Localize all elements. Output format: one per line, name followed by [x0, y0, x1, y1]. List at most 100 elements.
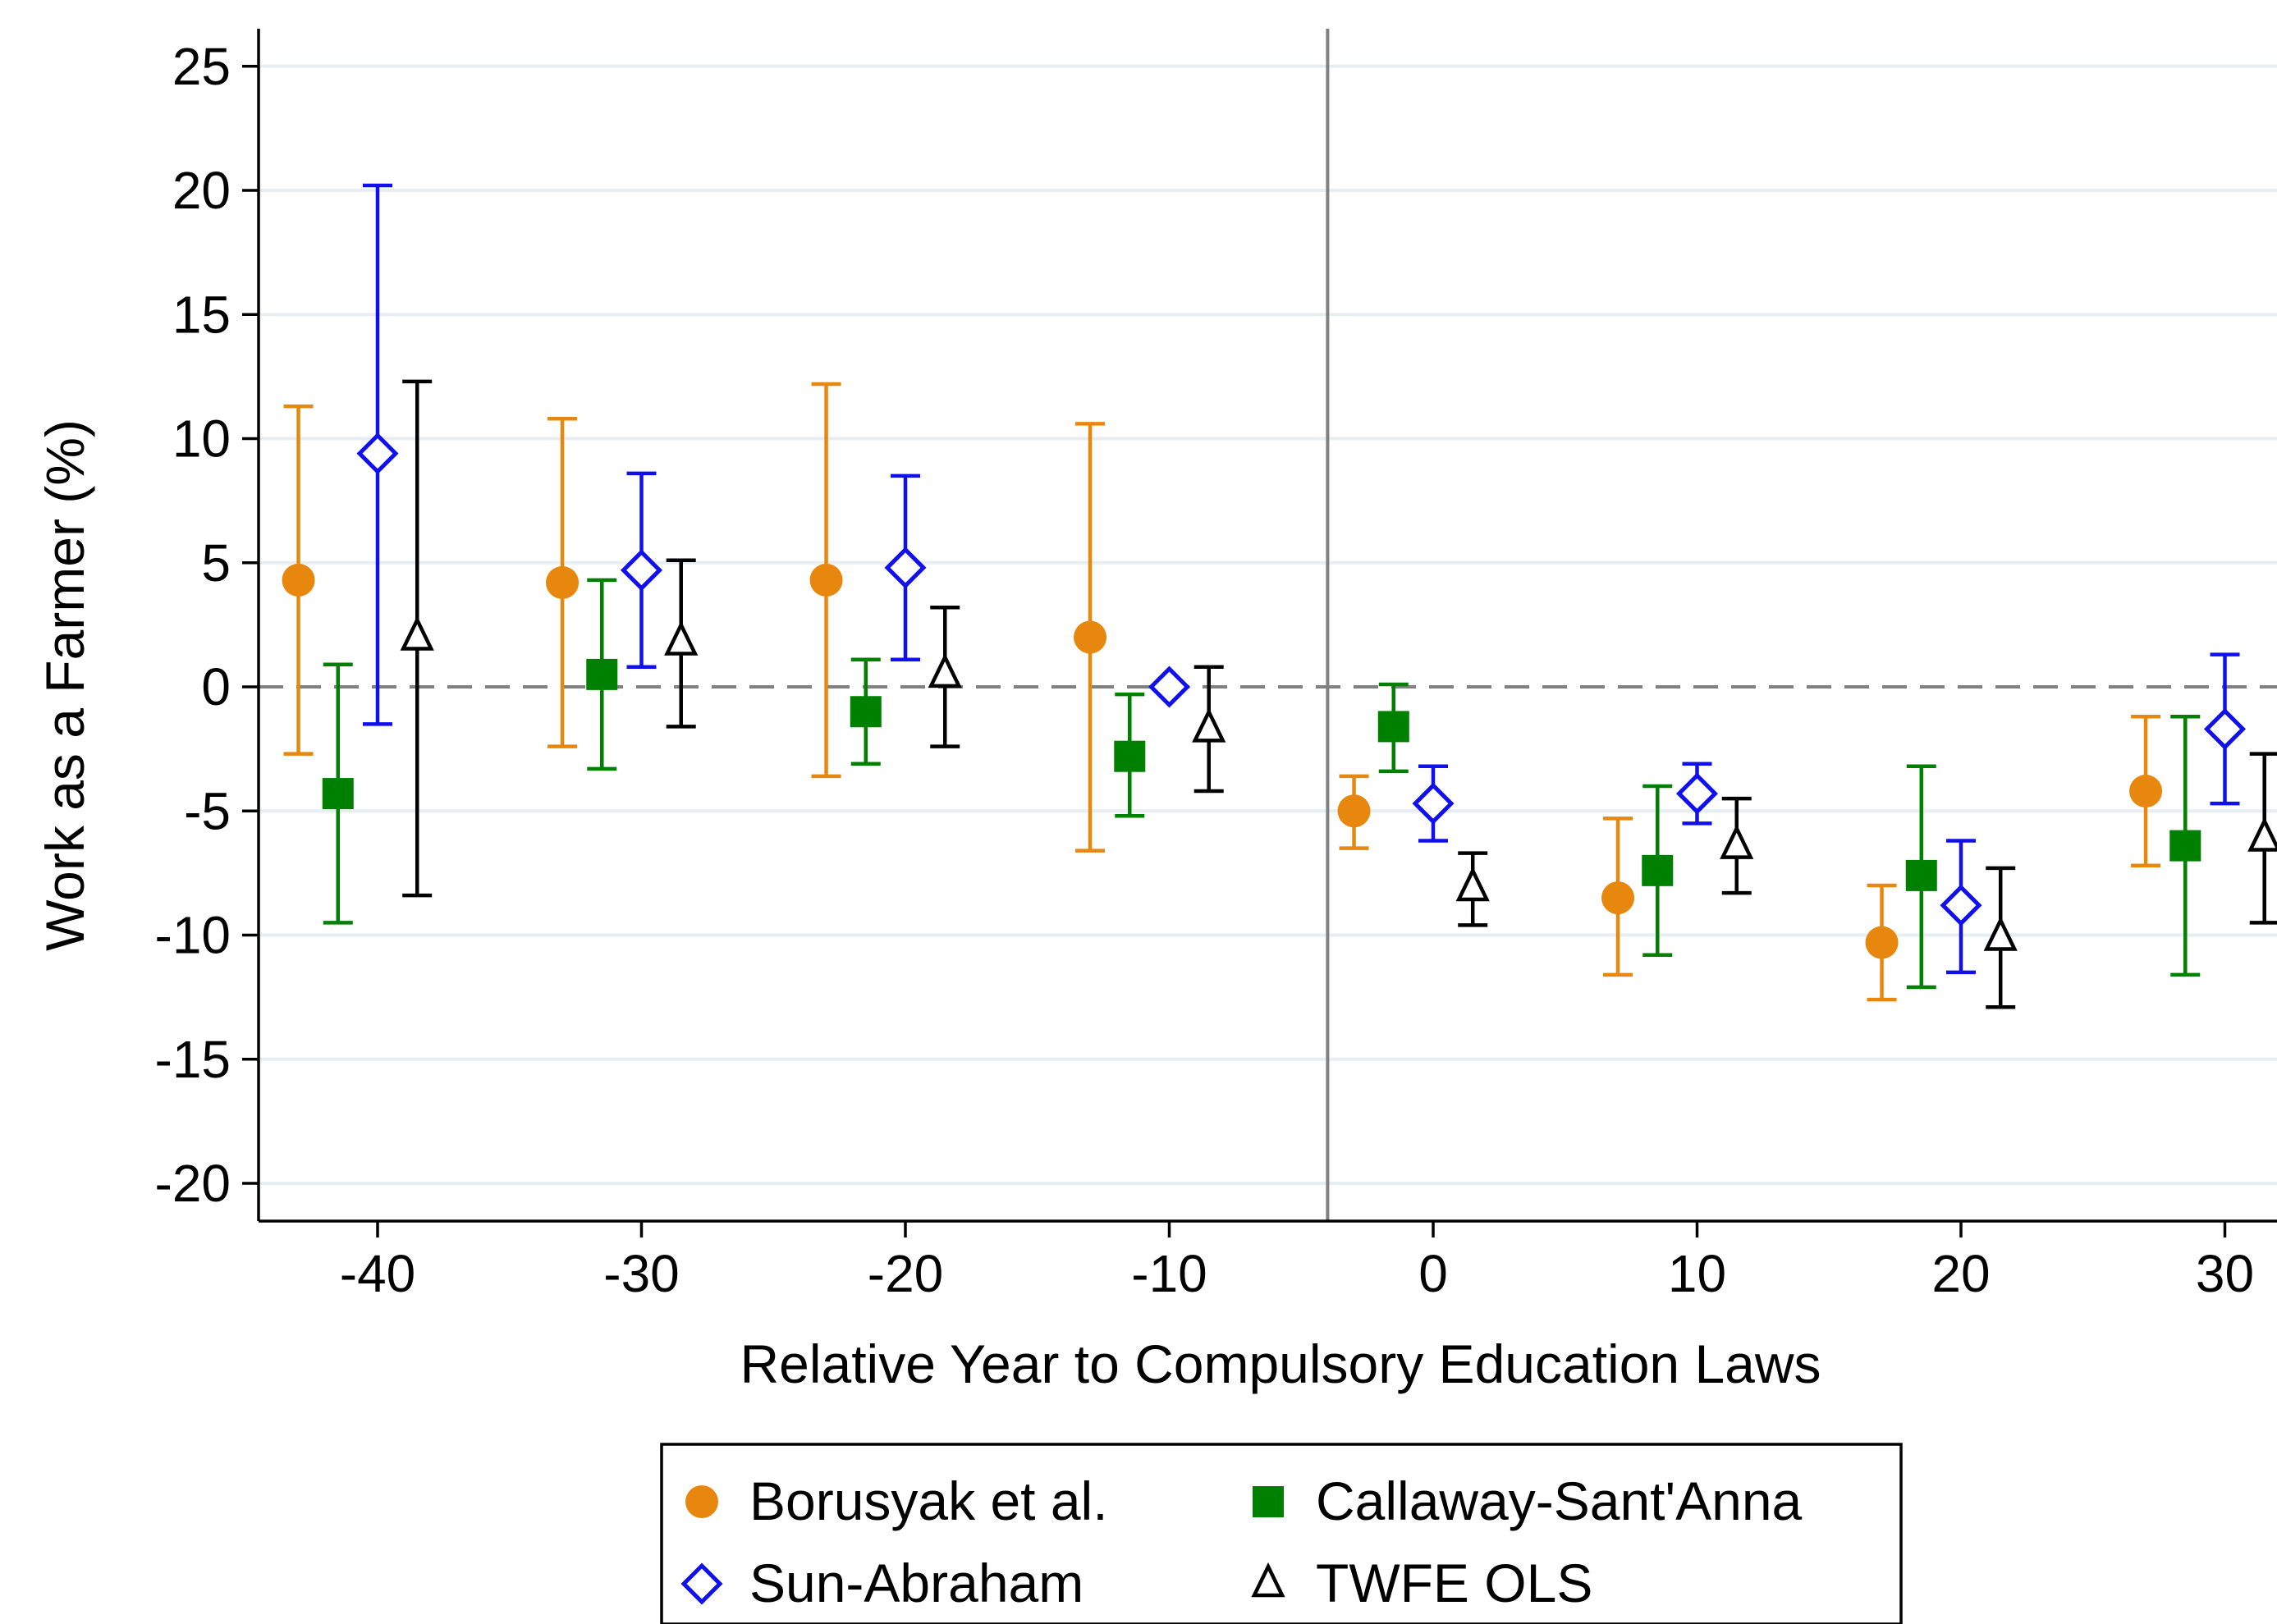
point-marker: [620, 549, 663, 592]
data-point: [322, 662, 354, 925]
x-tick-label: 10: [1668, 1244, 1726, 1303]
data-point: [2203, 652, 2247, 806]
legend-marker: [1251, 1562, 1285, 1598]
data-point: [928, 605, 962, 748]
data-point: [1601, 817, 1635, 977]
x-tick-label: 0: [1418, 1244, 1448, 1303]
point-marker: [1983, 916, 2018, 951]
data-point: [1905, 764, 1937, 990]
data-point: [1675, 762, 1719, 826]
point-marker: [1337, 794, 1371, 828]
legend-item: Borusyak et al.: [685, 1471, 1108, 1531]
x-tick-label: 30: [2196, 1244, 2254, 1303]
point-marker: [809, 563, 843, 597]
point-marker: [1940, 884, 1982, 926]
y-tick-label: -20: [155, 1154, 231, 1213]
data-point: [1148, 666, 1191, 708]
point-marker: [928, 652, 962, 688]
y-tick-label: 25: [172, 37, 231, 96]
point-marker: [1412, 782, 1455, 825]
data-point: [586, 578, 618, 771]
point-marker: [1114, 740, 1146, 772]
point-marker: [1192, 707, 1226, 743]
point-marker: [2203, 707, 2247, 750]
point-marker: [1675, 772, 1719, 815]
point-marker: [884, 547, 927, 589]
data-point: [356, 183, 399, 726]
legend-label: Sun-Abraham: [749, 1553, 1084, 1613]
y-tick-label: -5: [184, 781, 231, 840]
point-marker: [664, 620, 699, 656]
y-axis-label: Work as a Farmer (%): [34, 419, 95, 951]
point-marker: [850, 696, 882, 728]
point-marker: [1455, 866, 1490, 902]
data-point: [1377, 682, 1409, 774]
point-marker: [282, 563, 315, 597]
data-point: [1412, 764, 1455, 843]
point-marker: [356, 432, 399, 475]
x-tick-label: -30: [603, 1244, 680, 1303]
point-marker: [1601, 881, 1635, 915]
y-tick-label: 0: [201, 657, 231, 716]
y-tick-label: -10: [155, 906, 231, 965]
series-borusyak-et-al-: [282, 382, 2163, 1002]
data-point: [1074, 422, 1107, 853]
x-axis-label: Relative Year to Compulsory Education La…: [740, 1334, 1821, 1394]
y-ticks: 25 20 15 10 5 0 -5 -10 -15 -20: [155, 37, 259, 1213]
y-tick-label: 20: [172, 161, 231, 220]
x-tick-label: -10: [1131, 1244, 1207, 1303]
y-tick-label: 15: [172, 285, 231, 344]
data-point: [282, 404, 315, 756]
legend-label: TWFE OLS: [1316, 1553, 1592, 1613]
data-point: [664, 558, 699, 729]
data-point: [2247, 752, 2277, 925]
point-marker: [400, 615, 434, 651]
data-point: [1865, 883, 1899, 1002]
y-tick-label: 10: [172, 409, 231, 469]
data-point: [1720, 796, 1754, 895]
data-point: [850, 657, 882, 766]
point-marker: [1642, 854, 1674, 886]
legend-item: Sun-Abraham: [680, 1553, 1084, 1613]
point-marker: [1720, 824, 1754, 859]
legend-label: Callaway-Sant'Anna: [1316, 1471, 1803, 1531]
data-point: [2169, 715, 2201, 977]
data-point: [400, 379, 434, 898]
x-tick-label: -20: [868, 1244, 944, 1303]
point-marker: [1377, 711, 1409, 743]
data-point: [1642, 784, 1674, 957]
legend: Borusyak et al. Callaway-Sant'Anna Sun-Abr…: [660, 1443, 1903, 1624]
point-marker: [2129, 775, 2163, 808]
legend-item: TWFE OLS: [1251, 1553, 1592, 1613]
series-sun-abraham: [356, 183, 2247, 975]
x-tick-label: 20: [1931, 1244, 1990, 1303]
legend-marker: [1253, 1486, 1284, 1517]
point-marker: [586, 658, 618, 690]
point-marker: [322, 778, 354, 810]
x-ticks: -40 -30 -20 -10 0 10 20 30: [340, 1221, 2254, 1303]
y-tick-label: 5: [201, 533, 231, 592]
series: [282, 183, 2277, 1009]
reference-lines: [259, 29, 2277, 1221]
point-marker: [1074, 620, 1107, 654]
point-marker: [546, 565, 580, 599]
point-marker: [2169, 830, 2201, 862]
series-callaway-sant-anna: [322, 578, 2201, 990]
y-tick-label: -15: [155, 1030, 231, 1089]
data-point: [620, 471, 663, 670]
series-twfe-ols: [400, 379, 2277, 1009]
point-marker: [2247, 817, 2277, 852]
data-point: [1114, 692, 1146, 818]
data-point: [809, 382, 843, 779]
axes: [257, 29, 2277, 1223]
data-point: [1940, 839, 1982, 975]
legend-label: Borusyak et al.: [749, 1471, 1108, 1531]
data-point: [2129, 715, 2163, 868]
x-tick-label: -40: [340, 1244, 416, 1303]
legend-marker: [680, 1562, 723, 1605]
point-marker: [1148, 666, 1191, 708]
data-point: [1455, 851, 1490, 927]
gridlines: [260, 64, 2277, 1185]
data-point: [1983, 866, 2018, 1009]
